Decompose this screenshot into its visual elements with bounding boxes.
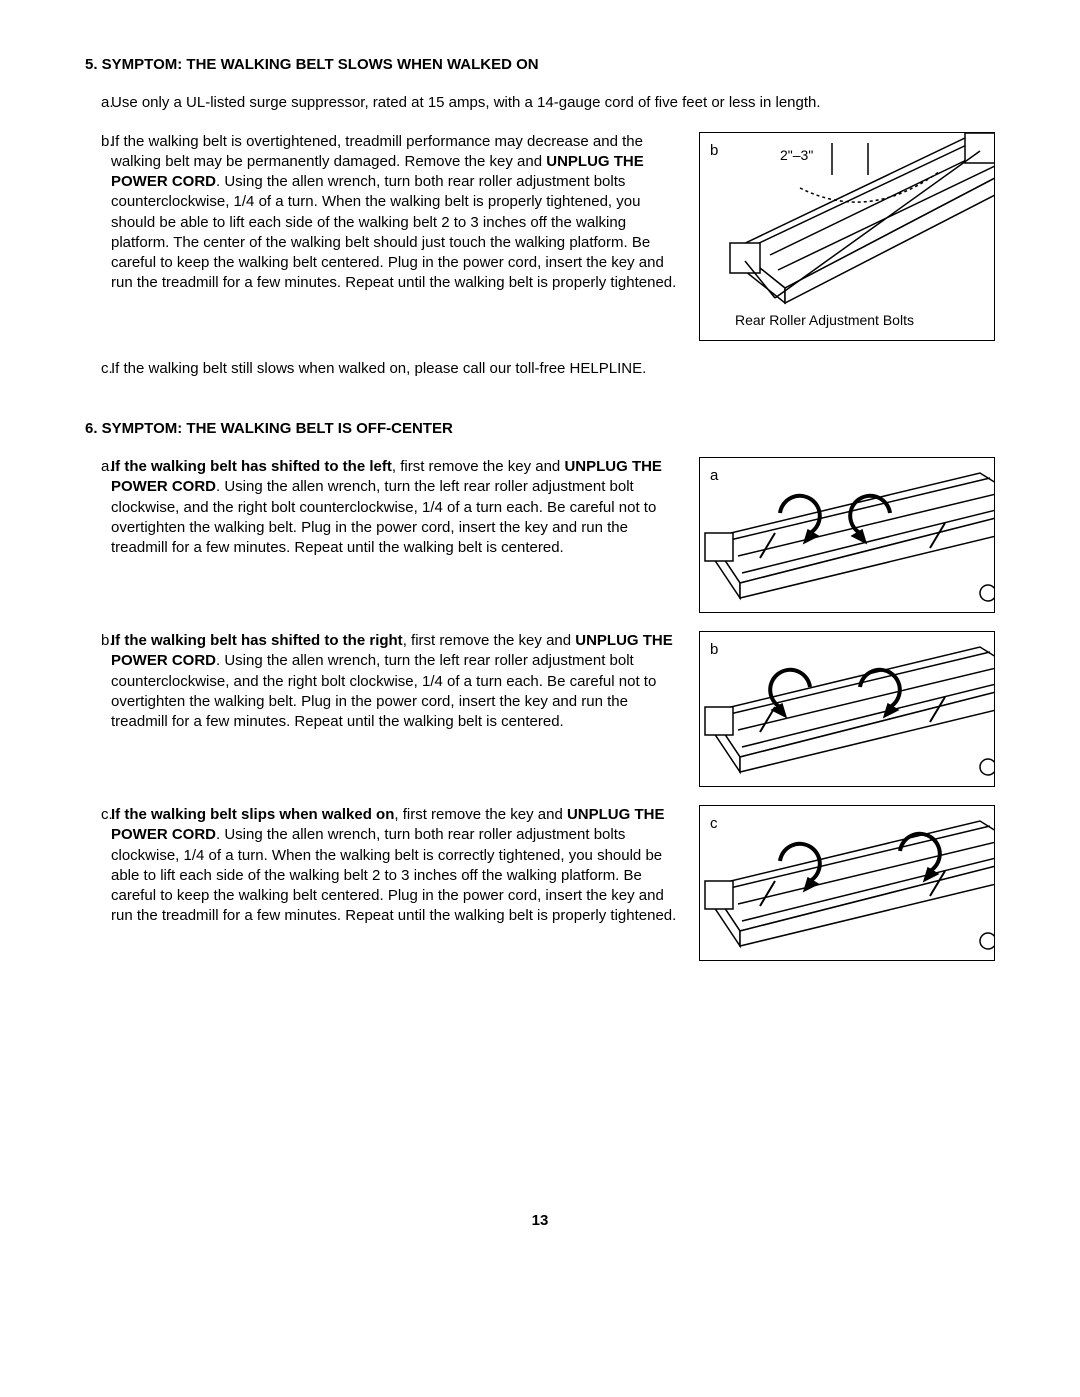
section6-item-c-row: c. If the walking belt slips when walked… bbox=[85, 805, 995, 961]
section5-item-a: a. Use only a UL-listed surge suppressor… bbox=[85, 93, 995, 113]
item-text: If the walking belt has shifted to the r… bbox=[107, 631, 681, 732]
section-6: 6. SYMPTOM: THE WALKING BELT IS OFF-CENT… bbox=[85, 419, 995, 961]
item-letter: a. bbox=[85, 93, 107, 113]
bold-lead: If the walking belt slips when walked on bbox=[111, 806, 394, 823]
treadmill-rear-diagram bbox=[700, 133, 995, 341]
figure-measurement: 2"–3" bbox=[780, 146, 813, 165]
page-number: 13 bbox=[85, 1211, 995, 1231]
item-text: If the walking belt has shifted to the l… bbox=[107, 457, 681, 558]
bold-lead: If the walking belt has shifted to the l… bbox=[111, 458, 392, 475]
figure-6c: c bbox=[699, 805, 995, 961]
item-letter: a. bbox=[85, 457, 107, 477]
section-6-heading: 6. SYMPTOM: THE WALKING BELT IS OFF-CENT… bbox=[85, 419, 995, 439]
section-5-heading: 5. SYMPTOM: THE WALKING BELT SLOWS WHEN … bbox=[85, 55, 995, 75]
bold-lead: If the walking belt has shifted to the r… bbox=[111, 632, 403, 649]
section-5: 5. SYMPTOM: THE WALKING BELT SLOWS WHEN … bbox=[85, 55, 995, 379]
treadmill-left-shift-diagram bbox=[700, 458, 995, 613]
figure-5b: b bbox=[699, 132, 995, 341]
figure-6a: a bbox=[699, 457, 995, 613]
figure-label: b bbox=[710, 141, 718, 161]
text-mid: , first remove the key and bbox=[392, 458, 565, 475]
section5-item-b-row: b. If the walking belt is overtightened,… bbox=[85, 132, 995, 341]
item-letter: c. bbox=[85, 805, 107, 825]
figure-label: b bbox=[710, 640, 718, 660]
item-letter: c. bbox=[85, 359, 107, 379]
text-mid: , first remove the key and bbox=[394, 806, 567, 823]
figure-label: a bbox=[710, 466, 718, 486]
item-text: If the walking belt still slows when wal… bbox=[107, 359, 995, 379]
treadmill-right-shift-diagram bbox=[700, 632, 995, 787]
item-letter: b. bbox=[85, 132, 107, 152]
section5-item-c: c. If the walking belt still slows when … bbox=[85, 359, 995, 379]
section6-item-b-row: b. If the walking belt has shifted to th… bbox=[85, 631, 995, 787]
figure-label: c bbox=[710, 814, 718, 834]
figure-6b: b bbox=[699, 631, 995, 787]
figure-caption: Rear Roller Adjustment Bolts bbox=[735, 311, 914, 330]
treadmill-slip-diagram bbox=[700, 806, 995, 961]
item-letter: b. bbox=[85, 631, 107, 651]
item-text: Use only a UL-listed surge suppressor, r… bbox=[107, 93, 995, 113]
item-text: If the walking belt is overtightened, tr… bbox=[107, 132, 681, 294]
text-mid: , first remove the key and bbox=[403, 632, 576, 649]
text-post: . Using the allen wrench, turn both rear… bbox=[111, 173, 676, 291]
section6-item-a-row: a. If the walking belt has shifted to th… bbox=[85, 457, 995, 613]
item-text: If the walking belt slips when walked on… bbox=[107, 805, 681, 927]
